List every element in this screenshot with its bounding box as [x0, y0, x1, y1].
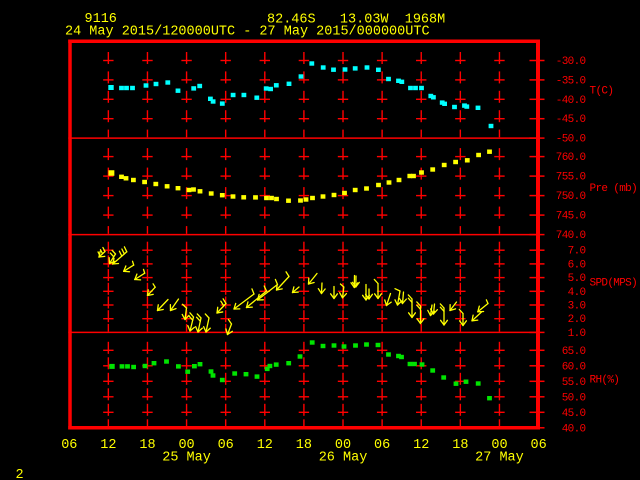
svg-text:-30.0: -30.0 [556, 56, 586, 68]
svg-text:-45.0: -45.0 [556, 114, 586, 126]
svg-text:-40.0: -40.0 [556, 95, 586, 107]
svg-text:7.0: 7.0 [568, 246, 586, 258]
svg-text:06: 06 [374, 438, 390, 453]
svg-text:45.0: 45.0 [562, 408, 586, 420]
svg-text:00: 00 [178, 438, 194, 453]
svg-text:6.0: 6.0 [568, 259, 586, 271]
svg-text:18: 18 [139, 438, 155, 453]
svg-text:755.0: 755.0 [556, 172, 586, 184]
svg-text:750.0: 750.0 [556, 191, 586, 203]
svg-text:-35.0: -35.0 [556, 75, 586, 87]
svg-text:9116: 9116 [85, 12, 117, 27]
svg-text:12: 12 [413, 438, 429, 453]
svg-text:27 May: 27 May [475, 451, 524, 466]
svg-text:2: 2 [16, 468, 24, 480]
svg-text:3.0: 3.0 [568, 301, 586, 313]
svg-text:2.0: 2.0 [568, 314, 586, 326]
svg-text:06: 06 [61, 438, 77, 453]
svg-text:24 May 2015/120000UTC - 27 May: 24 May 2015/120000UTC - 27 May 2015/0000… [65, 24, 430, 39]
svg-text:740.0: 740.0 [556, 230, 586, 242]
svg-text:12: 12 [100, 438, 116, 453]
svg-text:T(C): T(C) [590, 86, 614, 98]
svg-text:00: 00 [491, 438, 507, 453]
svg-text:06: 06 [530, 438, 546, 453]
svg-text:12: 12 [257, 438, 273, 453]
svg-text:5.0: 5.0 [568, 273, 586, 285]
svg-text:18: 18 [296, 438, 312, 453]
svg-text:-50.0: -50.0 [556, 134, 586, 146]
svg-text:Pre (mb): Pre (mb) [590, 183, 638, 195]
svg-text:65.0: 65.0 [562, 346, 586, 358]
svg-text:RH(%): RH(%) [590, 375, 620, 387]
svg-text:00: 00 [335, 438, 351, 453]
svg-text:745.0: 745.0 [556, 211, 586, 223]
svg-text:SPD(MPS): SPD(MPS) [590, 278, 638, 290]
svg-text:18: 18 [452, 438, 468, 453]
svg-text:4.0: 4.0 [568, 287, 586, 299]
svg-text:1.0: 1.0 [568, 328, 586, 340]
svg-text:82.46S 13.03W 1968M: 82.46S 13.03W 1968M [267, 13, 445, 28]
svg-text:06: 06 [218, 438, 234, 453]
svg-text:40.0: 40.0 [562, 423, 586, 435]
svg-text:760.0: 760.0 [556, 152, 586, 164]
svg-text:25 May: 25 May [162, 451, 211, 466]
svg-text:50.0: 50.0 [562, 392, 586, 404]
svg-text:60.0: 60.0 [562, 361, 586, 373]
svg-text:55.0: 55.0 [562, 377, 586, 389]
svg-text:26 May: 26 May [319, 451, 368, 466]
